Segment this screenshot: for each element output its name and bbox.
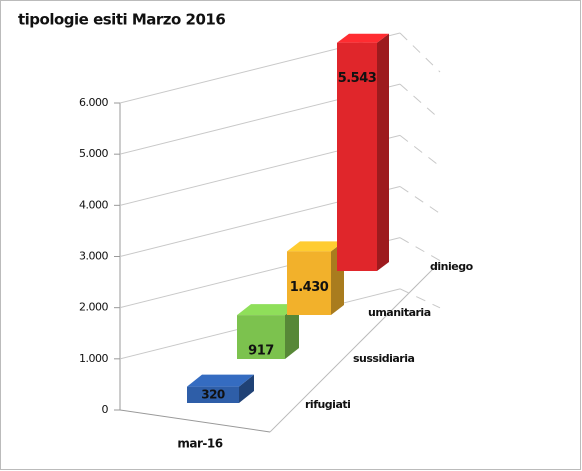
grid-line xyxy=(399,32,441,73)
bar-top xyxy=(287,241,344,252)
grid-line xyxy=(399,288,441,309)
grid-line xyxy=(399,186,441,214)
grid-line xyxy=(399,237,441,262)
bar-top xyxy=(237,304,299,316)
y-tick-label: 2.000 xyxy=(79,301,108,314)
data-label: 917 xyxy=(248,344,274,359)
y-tick-label: 4.000 xyxy=(79,198,108,211)
bar xyxy=(287,251,331,315)
y-tick-label: 3.000 xyxy=(79,250,108,263)
y-tick-label: 5.000 xyxy=(79,147,108,160)
chart-title: tipologie esiti Marzo 2016 xyxy=(18,11,225,29)
x-tick-label: mar-16 xyxy=(177,437,222,451)
bar-top xyxy=(187,374,254,387)
bar xyxy=(187,386,239,403)
y-tick-label: 6.000 xyxy=(79,96,108,109)
data-label: 320 xyxy=(201,387,225,401)
legend-label: sussidiaria xyxy=(353,352,415,365)
legend-label: diniego xyxy=(430,260,474,273)
legend-label: umanitaria xyxy=(368,306,431,319)
bar xyxy=(337,42,377,272)
bar-side xyxy=(239,374,254,403)
legend-label: rifugiati xyxy=(305,398,350,411)
grid-line xyxy=(399,134,441,167)
grid-line xyxy=(399,83,441,120)
y-tick-label: 0 xyxy=(102,403,109,416)
bar xyxy=(237,315,285,359)
data-label: 1.430 xyxy=(290,280,329,295)
bar-side xyxy=(377,33,389,272)
floor-front-edge xyxy=(119,409,271,433)
bar-top xyxy=(337,33,389,43)
data-label: 5.543 xyxy=(338,71,377,86)
bar-side xyxy=(285,304,299,359)
floor-right-edge xyxy=(269,261,441,433)
y-tick-label: 1.000 xyxy=(79,352,108,365)
